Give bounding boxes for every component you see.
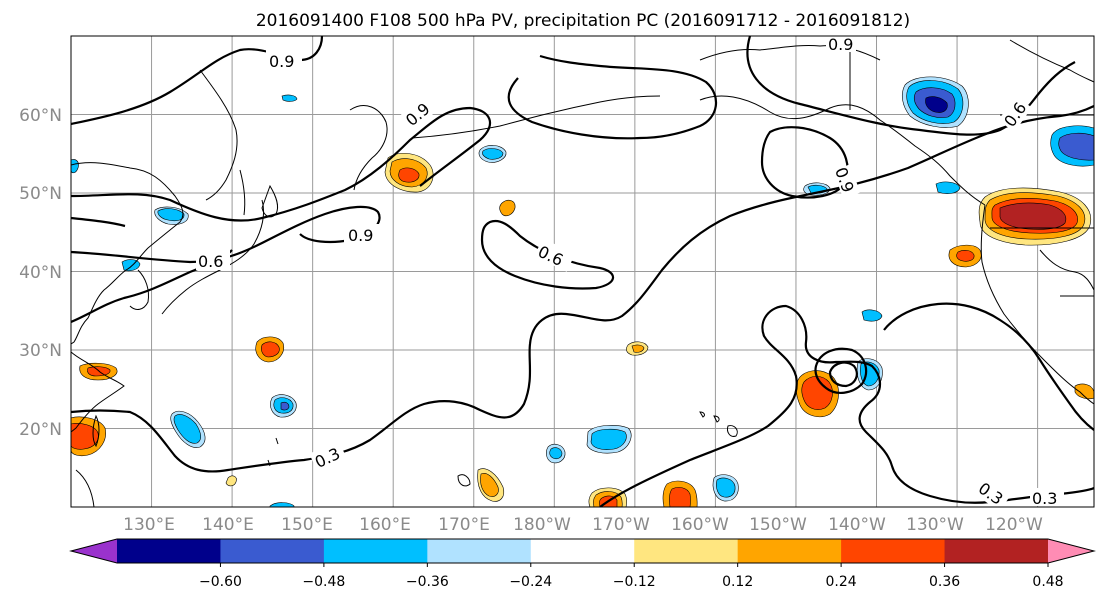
colorbar-tick-label: 0.36 [929,574,960,590]
pv-contour-line [746,36,1076,136]
colorbar-tick-label: 0.12 [722,574,753,590]
latitude-labels: 60°N 50°N 40°N 30°N 20°N [19,106,62,440]
colorbar-swatch [117,539,221,563]
pv-contour-line [71,216,126,228]
negative-anomaly-patch [935,181,961,194]
negative-anomaly-patch [546,443,566,464]
lon-label: 180°W [513,515,571,535]
colorbar-extend-min [71,539,117,563]
longitude-labels: 130°E 140°E 150°E 160°E 170°E 180°W 170°… [123,515,1043,535]
map-panel: 0.9 0.9 0.9 0.9 0.6 0.6 0.6 0.9 0.3 0.3 … [71,35,1094,508]
lon-label: 140°E [202,515,254,535]
lon-label: 130°E [123,515,175,535]
map-frame [70,35,1095,508]
positive-anomaly-patch [978,187,1092,246]
lon-label: 150°W [749,515,807,535]
pv-contour-line [71,105,1094,473]
positive-anomaly-patch [477,468,505,502]
colorbar-tick-label: −0.12 [613,574,656,590]
contour-label: 0.9 [269,52,294,71]
positive-anomaly-patch [588,487,627,507]
lat-label: 60°N [19,106,62,126]
lon-label: 150°E [281,515,333,535]
lat-label: 40°N [19,263,62,283]
pv-contour-line [883,302,1094,431]
negative-anomaly-patch [170,410,206,448]
pv-contour-line [71,36,324,126]
negative-anomaly-patch [861,309,883,322]
positive-anomaly-patch [1074,383,1094,400]
positive-anomaly-patch [662,480,698,507]
positive-anomaly-patch [384,152,434,193]
colorbar-swatch [427,539,532,563]
lon-label: 160°E [359,515,411,535]
colorbar-swatch [220,539,325,563]
colorbar-tick-label: −0.48 [302,574,345,590]
positive-anomaly-patch [225,475,237,487]
pv-contour-line [507,54,717,140]
colorbar-outline [69,538,1096,564]
negative-anomaly-patch [281,94,298,102]
colorbar-swatch [737,539,842,563]
lon-label: 130°W [906,515,964,535]
negative-anomaly-patch [154,206,189,225]
positive-anomaly-patch [255,336,284,363]
colorbar-tick-label: −0.24 [509,574,552,590]
negative-anomaly-patch [478,145,507,163]
negative-anomaly-patch [71,159,79,174]
negative-anomaly-patch [901,76,969,128]
colorbar-tick-label: −0.60 [199,574,242,590]
lon-label: 140°W [828,515,886,535]
lon-label: 160°W [671,515,729,535]
lon-label: 170°W [592,515,650,535]
colorbar-extend-max [1048,539,1094,563]
positive-anomaly-patch [795,370,839,417]
positive-anomaly-patch [948,244,982,268]
contour-label: 0.6 [198,252,223,271]
colorbar-swatch [634,539,739,563]
pv-contour-line [71,106,492,222]
pv-contours [71,36,1094,507]
lat-label: 50°N [19,184,62,204]
lon-label: 120°W [985,515,1043,535]
colorbar [69,538,1096,564]
negative-anomaly-patch [1050,125,1094,167]
gridlines [71,36,1094,507]
precip-anomaly-fields [71,76,1094,507]
positive-anomaly-patch [626,341,649,356]
positive-anomaly-patch [71,416,106,457]
positive-anomaly-patch [499,199,516,217]
contour-label: 0.3 [1032,489,1057,508]
lat-label: 20°N [19,420,62,440]
lon-label: 170°E [438,515,490,535]
negative-anomaly-patch [270,394,297,418]
pv-contour-line [480,219,615,290]
colorbar-labels: −0.60 −0.48 −0.36 −0.24 −0.12 0.12 0.24 0.36 0.4… [199,563,1064,590]
colorbar-tick-label: 0.48 [1032,574,1063,590]
pv-contour-line [814,347,868,394]
map-title: 2016091400 F108 500 hPa PV, precipitatio… [256,11,910,31]
pv-contour-line [828,361,858,388]
colorbar-swatch [841,539,946,563]
contour-label: 0.9 [348,226,373,245]
lat-label: 30°N [19,341,62,361]
colorbar-swatch [530,539,635,563]
colorbar-tick-label: −0.36 [406,574,449,590]
positive-anomaly-patch [79,362,118,381]
colorbar-swatch [944,539,1049,563]
colorbar-swatch [323,539,428,563]
negative-anomaly-patch [586,425,632,454]
negative-anomaly-patch [712,474,739,502]
contour-labels: 0.9 0.9 0.9 0.9 0.6 0.6 0.6 0.9 0.3 0.3 … [196,35,1064,508]
pv-contour-line [760,126,849,199]
colorbar-tick-label: 0.24 [826,574,857,590]
contour-label: 0.9 [828,35,853,54]
